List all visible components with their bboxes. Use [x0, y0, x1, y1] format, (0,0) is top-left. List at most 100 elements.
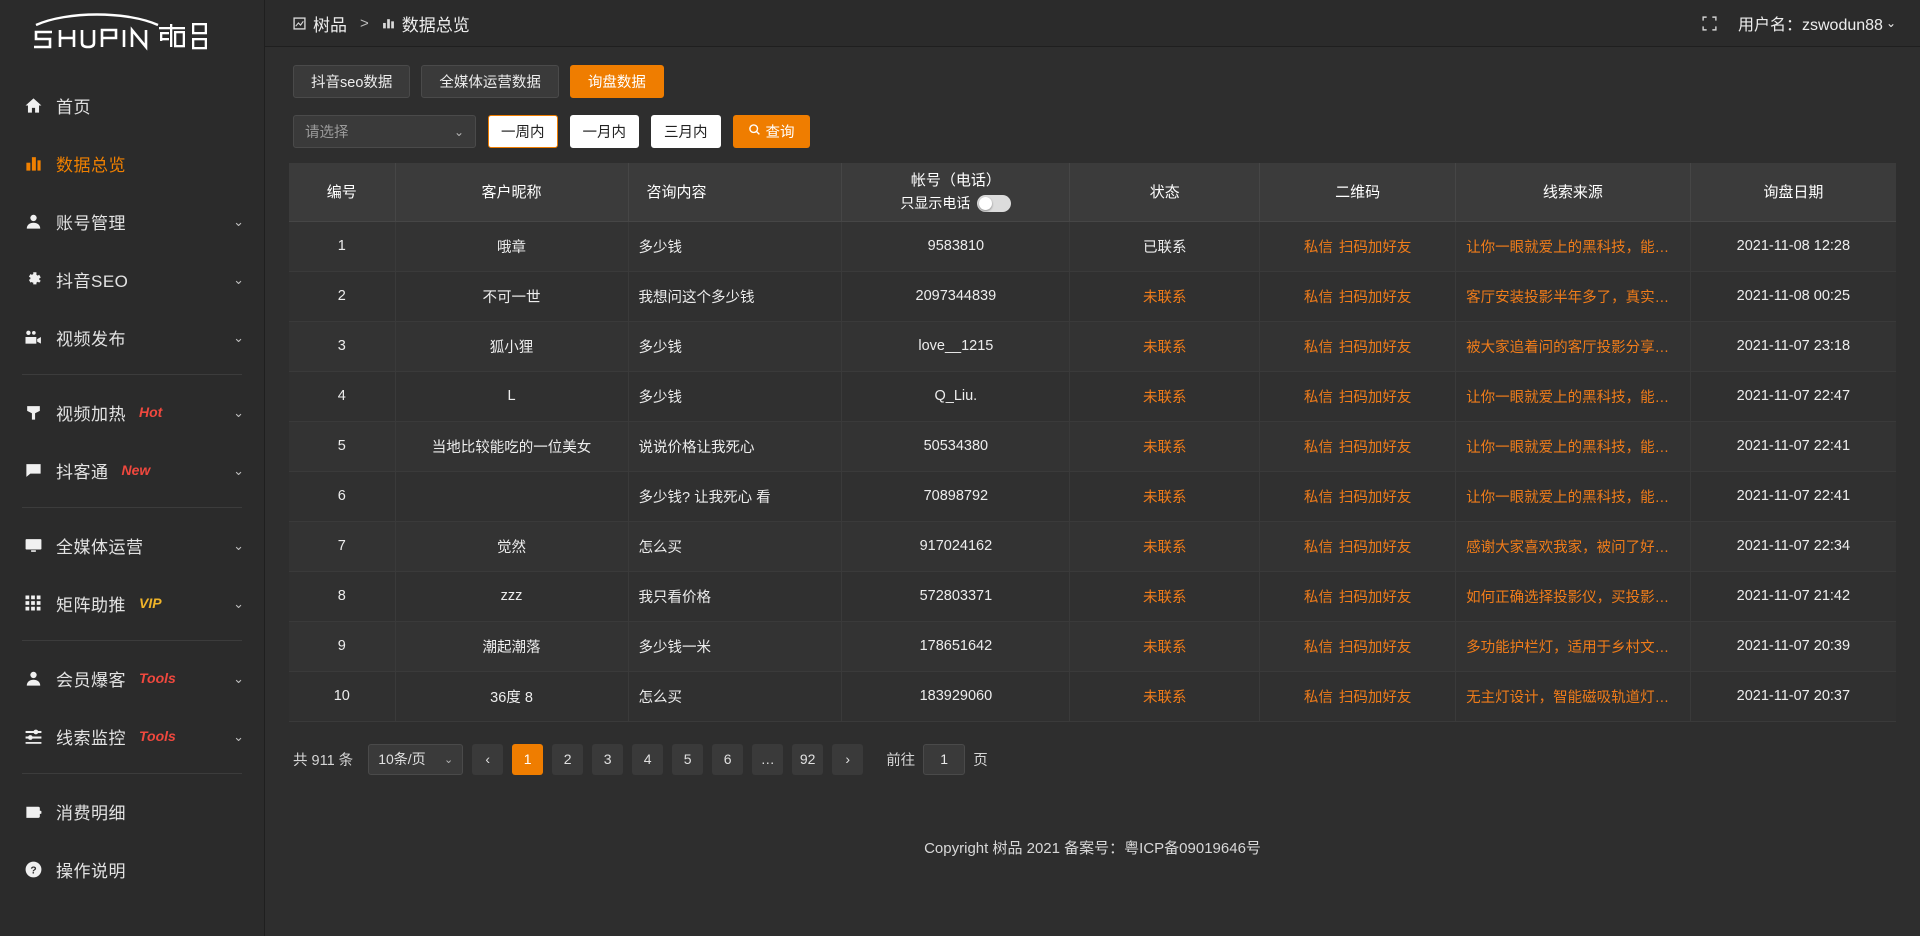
tab-inquiry-data[interactable]: 询盘数据 — [569, 65, 664, 98]
sidebar-item-label: 视频发布 — [56, 329, 126, 349]
scan-add-friend-link[interactable]: 扫码加好友 — [1338, 539, 1412, 556]
private-message-link[interactable]: 私信 — [1303, 689, 1333, 706]
breadcrumb-item-root[interactable]: 树品 — [293, 11, 347, 36]
sidebar-item-matrix-boost[interactable]: 矩阵助推 VIP ⌄ — [0, 578, 264, 628]
phone-only-switch[interactable] — [977, 194, 1012, 212]
sidebar-item-consumption-details[interactable]: 消费明细 — [0, 786, 264, 836]
col-header-nickname[interactable]: 客户昵称 — [395, 163, 629, 222]
private-message-link[interactable]: 私信 — [1303, 639, 1333, 656]
page-size-select[interactable]: 10条/页 ⌄ — [368, 743, 464, 775]
range-button-three-months[interactable]: 三月内 — [651, 115, 721, 148]
sidebar-badge-vip: VIP — [139, 595, 162, 611]
cell-qrcode[interactable]: 私信 扫码加好友 — [1259, 471, 1457, 522]
sidebar-item-account-management[interactable]: 账号管理 ⌄ — [0, 196, 264, 246]
col-header-status[interactable]: 状态 — [1069, 163, 1261, 222]
cell-source[interactable]: 让你一眼就爱上的黑科技，能… — [1455, 371, 1691, 422]
page-button-4[interactable]: 4 — [632, 743, 664, 775]
private-message-link[interactable]: 私信 — [1303, 339, 1333, 356]
private-message-link[interactable]: 私信 — [1303, 289, 1333, 306]
cell-source[interactable]: 无主灯设计，智能磁吸轨道灯… — [1455, 671, 1691, 722]
private-message-link[interactable]: 私信 — [1303, 489, 1333, 506]
col-header-id[interactable]: 编号 — [289, 163, 396, 222]
sidebar-item-video-publish[interactable]: 视频发布 ⌄ — [0, 312, 264, 362]
range-button-one-week[interactable]: 一周内 — [488, 115, 558, 148]
bar-chart-icon — [22, 152, 44, 174]
private-message-link[interactable]: 私信 — [1303, 589, 1333, 606]
sidebar-item-video-boost[interactable]: 视频加热 Hot ⌄ — [0, 387, 264, 437]
page-button-2[interactable]: 2 — [552, 743, 584, 775]
col-header-date[interactable]: 询盘日期 — [1690, 163, 1896, 222]
col-header-source[interactable]: 线索来源 — [1455, 163, 1691, 222]
scan-add-friend-link[interactable]: 扫码加好友 — [1338, 639, 1412, 656]
tab-douyin-seo-data[interactable]: 抖音seo数据 — [293, 65, 411, 98]
scan-add-friend-link[interactable]: 扫码加好友 — [1338, 439, 1412, 456]
cell-qrcode[interactable]: 私信 扫码加好友 — [1259, 621, 1457, 672]
cell-content: 多少钱? 让我死心 看 — [628, 471, 843, 522]
page-button-6[interactable]: 6 — [712, 743, 744, 775]
fullscreen-icon[interactable] — [1701, 15, 1718, 32]
page-button-3[interactable]: 3 — [592, 743, 624, 775]
sidebar-item-member-growth[interactable]: 会员爆客 Tools ⌄ — [0, 653, 264, 703]
private-message-link[interactable]: 私信 — [1303, 539, 1333, 556]
col-header-qrcode[interactable]: 二维码 — [1259, 163, 1457, 222]
sidebar-item-label: 消费明细 — [56, 803, 126, 823]
cell-account: 183929060 — [841, 671, 1071, 722]
cell-qrcode[interactable]: 私信 扫码加好友 — [1259, 671, 1457, 722]
user-menu[interactable]: 用户名：zswodun88 ⌄ — [1738, 11, 1896, 35]
cell-source[interactable]: 客厅安装投影半年多了，真实… — [1455, 271, 1691, 322]
cell-status: 未联系 — [1069, 321, 1261, 372]
col-header-content[interactable]: 咨询内容 — [628, 163, 843, 222]
col-header-account[interactable]: 帐号（电话） 只显示电话 — [841, 163, 1071, 222]
scan-add-friend-link[interactable]: 扫码加好友 — [1338, 489, 1412, 506]
cell-source[interactable]: 多功能护栏灯，适用于乡村文… — [1455, 621, 1691, 672]
range-button-one-month[interactable]: 一月内 — [569, 115, 639, 148]
sidebar-badge-new: New — [121, 462, 151, 478]
page-button-1[interactable]: 1 — [512, 743, 544, 775]
next-page-button[interactable]: › — [832, 743, 864, 775]
account-select[interactable]: 请选择 ⌄ — [293, 115, 476, 148]
cell-qrcode[interactable]: 私信 扫码加好友 — [1259, 221, 1457, 272]
scan-add-friend-link[interactable]: 扫码加好友 — [1338, 589, 1412, 606]
scan-add-friend-link[interactable]: 扫码加好友 — [1338, 239, 1412, 256]
cell-source[interactable]: 被大家追着问的客厅投影分享… — [1455, 321, 1691, 372]
cell-qrcode[interactable]: 私信 扫码加好友 — [1259, 421, 1457, 472]
wallet-icon — [22, 800, 44, 822]
cell-qrcode[interactable]: 私信 扫码加好友 — [1259, 521, 1457, 572]
sidebar-item-douyin-seo[interactable]: 抖音SEO ⌄ — [0, 254, 264, 304]
private-message-link[interactable]: 私信 — [1303, 439, 1333, 456]
brand-logo[interactable] — [0, 0, 264, 66]
cell-qrcode[interactable]: 私信 扫码加好友 — [1259, 371, 1457, 422]
private-message-link[interactable]: 私信 — [1303, 239, 1333, 256]
cell-source[interactable]: 让你一眼就爱上的黑科技，能… — [1455, 221, 1691, 272]
cell-qrcode[interactable]: 私信 扫码加好友 — [1259, 571, 1457, 622]
page-button-last[interactable]: 92 — [792, 743, 824, 775]
cell-source[interactable]: 如何正确选择投影仪，买投影… — [1455, 571, 1691, 622]
tab-omnimedia-data[interactable]: 全媒体运营数据 — [421, 65, 559, 98]
scan-add-friend-link[interactable]: 扫码加好友 — [1338, 389, 1412, 406]
sidebar-item-lead-monitoring[interactable]: 线索监控 Tools ⌄ — [0, 711, 264, 761]
page-button-5[interactable]: 5 — [672, 743, 704, 775]
private-message-link[interactable]: 私信 — [1303, 389, 1333, 406]
cell-id: 10 — [289, 671, 396, 722]
sidebar-item-douketong[interactable]: 抖客通 New ⌄ — [0, 445, 264, 495]
prev-page-button[interactable]: ‹ — [472, 743, 504, 775]
scan-add-friend-link[interactable]: 扫码加好友 — [1338, 339, 1412, 356]
sidebar-item-home[interactable]: 首页 — [0, 80, 264, 130]
scan-add-friend-link[interactable]: 扫码加好友 — [1338, 689, 1412, 706]
search-button[interactable]: 查询 — [732, 115, 810, 148]
cell-source[interactable]: 让你一眼就爱上的黑科技，能… — [1455, 421, 1691, 472]
cell-account: 50534380 — [841, 421, 1071, 472]
page-ellipsis[interactable]: … — [752, 743, 784, 775]
cell-qrcode[interactable]: 私信 扫码加好友 — [1259, 271, 1457, 322]
cell-source[interactable]: 感谢大家喜欢我家，被问了好… — [1455, 521, 1691, 572]
scan-add-friend-link[interactable]: 扫码加好友 — [1338, 289, 1412, 306]
sidebar-item-instructions[interactable]: ? 操作说明 — [0, 844, 264, 894]
cell-qrcode[interactable]: 私信 扫码加好友 — [1259, 321, 1457, 372]
sidebar-item-omnimedia-operation[interactable]: 全媒体运营 ⌄ — [0, 520, 264, 570]
goto-page-input[interactable] — [923, 743, 966, 775]
chevron-down-icon: ⌄ — [233, 271, 244, 287]
sidebar-item-data-overview[interactable]: 数据总览 — [0, 138, 264, 188]
sidebar-item-label: 抖客通 — [56, 462, 109, 482]
breadcrumb-item-current[interactable]: 数据总览 — [382, 11, 470, 36]
cell-source[interactable]: 让你一眼就爱上的黑科技，能… — [1455, 471, 1691, 522]
